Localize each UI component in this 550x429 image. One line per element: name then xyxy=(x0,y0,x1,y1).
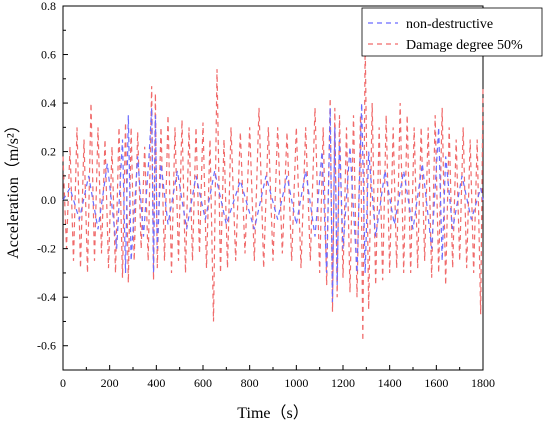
y-tick-label: 0.2 xyxy=(41,145,56,159)
y-tick-label: -0.4 xyxy=(37,290,56,304)
x-tick-label: 1800 xyxy=(471,376,495,390)
x-tick-label: 1600 xyxy=(424,376,448,390)
y-tick-label: 0.4 xyxy=(41,96,56,110)
series-layer xyxy=(62,42,484,341)
y-tick-label: -0.6 xyxy=(37,339,56,353)
series-line-damage-degree-50 xyxy=(62,42,484,341)
x-tick-label: 400 xyxy=(147,376,165,390)
x-tick-label: 1400 xyxy=(378,376,402,390)
x-tick-label: 1000 xyxy=(284,376,308,390)
y-axis-title: Acceleration（m/s²） xyxy=(4,117,22,259)
y-tick-label: 0.8 xyxy=(41,0,56,13)
legend-box xyxy=(361,7,543,57)
x-axis-title: Time（s） xyxy=(237,404,308,422)
legend-label-damage-degree-50: Damage degree 50% xyxy=(406,38,523,53)
x-tick-label: 600 xyxy=(194,376,212,390)
y-tick-label: -0.2 xyxy=(37,242,56,256)
x-tick-label: 800 xyxy=(241,376,259,390)
series-line-non-destructive xyxy=(62,103,484,303)
plot-frame xyxy=(62,5,484,371)
legend-label-non-destructive: non-destructive xyxy=(406,17,493,32)
axes-layer: 0 200 400 600 800 1000 1200 1400 1600 1800 -0.6 -0.… xyxy=(37,0,495,390)
legend: non-destructive Damage degree 50% xyxy=(361,7,543,57)
x-tick-label: 1200 xyxy=(331,376,355,390)
y-tick-label: 0.0 xyxy=(41,193,56,207)
y-tick-label: 0.6 xyxy=(41,48,56,62)
x-tick-label: 200 xyxy=(101,376,119,390)
x-tick-label: 0 xyxy=(60,376,66,390)
